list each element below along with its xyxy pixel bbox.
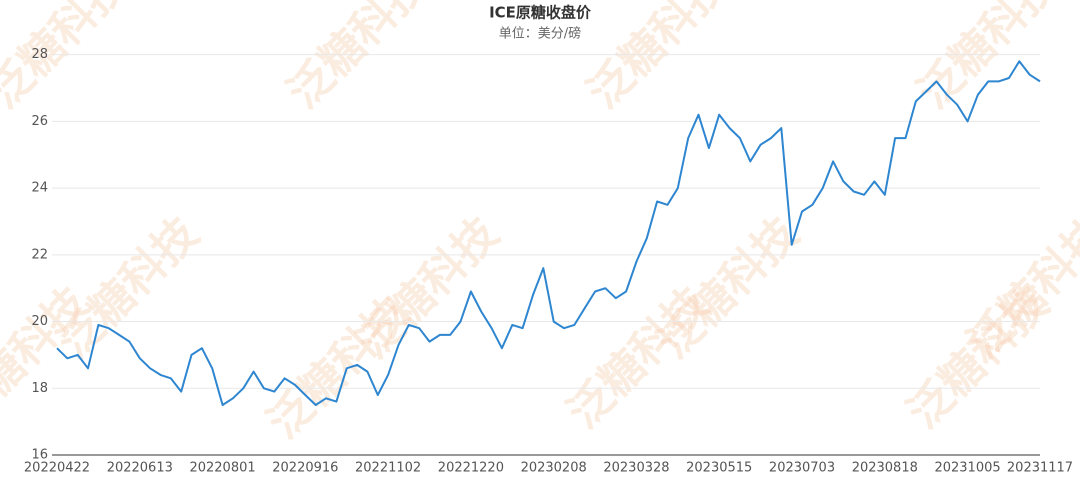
watermark: 泛糖科技	[578, 0, 739, 118]
x-tick-label: 20231005	[934, 461, 1000, 476]
watermark: 泛糖科技	[908, 0, 1069, 118]
chart-title: ICE原糖收盘价	[489, 4, 592, 22]
x-tick-label: 20231117	[1007, 461, 1073, 476]
watermark: 泛糖科技	[898, 278, 1059, 439]
y-tick-label: 24	[31, 181, 48, 196]
x-tick-label: 20220613	[107, 461, 173, 476]
x-tick-label: 20220916	[272, 461, 338, 476]
chart-subtitle: 单位：美分/磅	[499, 26, 581, 42]
y-tick-label: 18	[31, 381, 48, 396]
watermark: 泛糖科技	[558, 278, 719, 439]
x-tick-label: 20221220	[438, 461, 504, 476]
x-tick-label: 20230515	[686, 461, 752, 476]
y-tick-label: 22	[31, 247, 48, 262]
watermark: 泛糖科技	[0, 0, 138, 118]
x-tick-label: 20230703	[769, 461, 835, 476]
x-tick-label: 20220801	[189, 461, 255, 476]
y-tick-label: 16	[31, 448, 48, 463]
x-tick-label: 20230208	[521, 461, 587, 476]
watermark: 泛糖科技	[278, 0, 439, 118]
x-tick-label: 20220422	[24, 461, 90, 476]
y-tick-label: 26	[31, 114, 48, 129]
y-tick-label: 20	[31, 314, 48, 329]
line	[56, 60, 1041, 406]
x-tick-label: 20230818	[852, 461, 918, 476]
x-tick-label: 20221102	[355, 461, 421, 476]
watermark: 泛糖科技	[258, 288, 419, 449]
x-tick-label: 20230328	[603, 461, 669, 476]
y-tick-label: 28	[31, 47, 48, 62]
